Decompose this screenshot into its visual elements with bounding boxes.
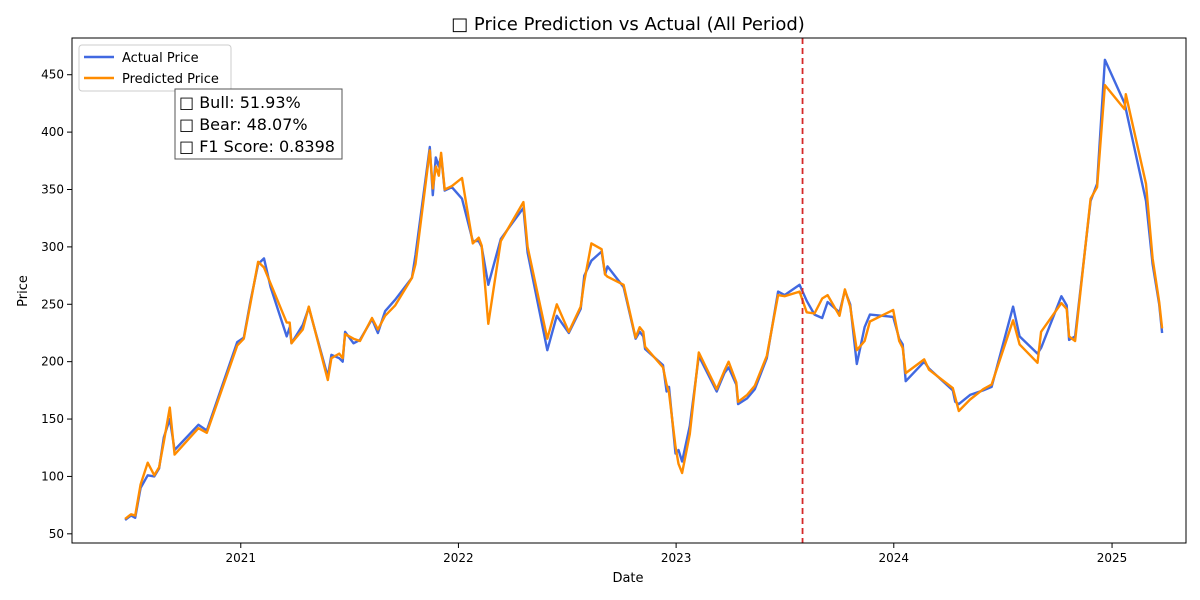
x-tick-label: 2024 [879,551,910,565]
y-tick-label: 200 [41,355,64,369]
legend-box [78,44,232,92]
y-tick-label: 250 [41,297,64,311]
x-tick-label: 2022 [443,551,474,565]
series-line-predicted-price [124,83,1164,520]
y-tick-label: 100 [41,469,64,483]
metrics-annotation: □ Bull: 51.93% □ Bear: 48.07% □ F1 Score… [174,88,343,160]
y-axis-label: Price [16,275,31,307]
legend: Actual Price Predicted Price [78,44,232,92]
metrics-box [174,88,343,160]
y-tick-label: 50 [49,527,64,541]
legend-label-predicted: Predicted Price [122,72,219,87]
metric-bull: □ Bull: 51.93% [179,93,301,112]
y-axis: 50 100 150 200 250 300 350 400 450 [41,68,72,541]
x-tick-label: 2021 [225,551,256,565]
y-tick-label: 400 [41,125,64,139]
y-tick-label: 450 [41,68,64,82]
chart-title: □ Price Prediction vs Actual (All Period… [451,14,805,35]
metric-f1-score: □ F1 Score: 0.8398 [179,137,335,156]
x-axis: 2021 2022 2023 2024 2025 [225,543,1127,565]
metric-bear: □ Bear: 48.07% [179,115,308,134]
y-tick-label: 350 [41,183,64,197]
x-tick-label: 2023 [661,551,692,565]
x-axis-label: Date [612,571,643,586]
plot-frame [71,37,1187,544]
x-tick-label: 2025 [1097,551,1128,565]
y-tick-label: 300 [41,240,64,254]
legend-label-actual: Actual Price [122,51,199,66]
y-tick-label: 150 [41,412,64,426]
